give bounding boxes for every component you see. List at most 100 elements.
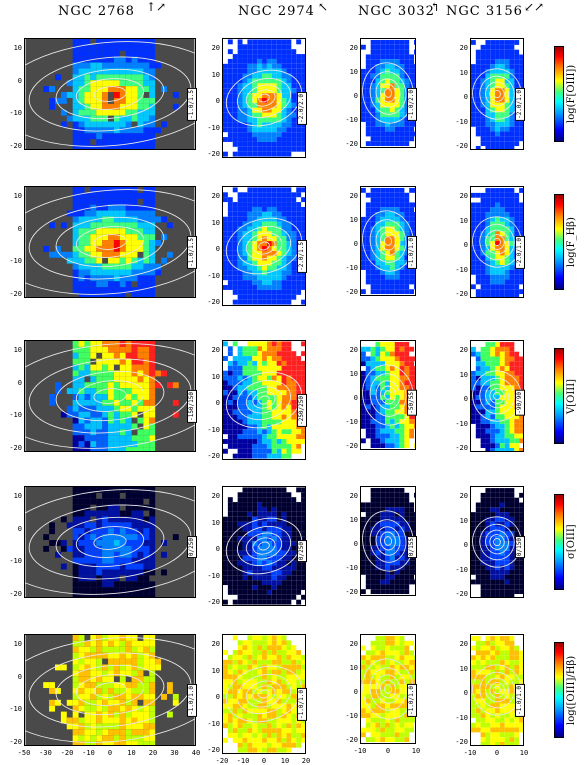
spaxel — [400, 507, 405, 512]
spaxel — [257, 197, 262, 202]
spaxel — [243, 64, 248, 69]
spaxel — [114, 287, 120, 293]
spaxel — [243, 285, 248, 290]
spaxel — [291, 142, 296, 147]
spaxel — [519, 212, 523, 217]
spaxel — [481, 255, 486, 260]
spaxel — [282, 434, 287, 439]
spaxel — [519, 136, 523, 141]
spaxel — [380, 580, 385, 585]
spaxel — [505, 488, 510, 493]
spaxel — [481, 59, 486, 64]
spaxel — [228, 551, 233, 556]
spaxel — [138, 193, 144, 199]
spaxel — [291, 546, 296, 551]
spaxel — [495, 270, 500, 275]
spaxel — [96, 51, 102, 57]
spaxel — [120, 581, 126, 587]
spaxel — [495, 531, 500, 536]
spaxel — [476, 59, 481, 64]
spaxel — [481, 270, 486, 275]
spaxel — [272, 575, 277, 580]
spaxel — [96, 45, 102, 51]
spaxel — [233, 600, 238, 605]
spaxel — [90, 493, 96, 499]
spaxel — [252, 74, 257, 79]
spaxel — [471, 207, 476, 212]
spaxel — [390, 434, 395, 439]
spaxel — [238, 580, 243, 585]
spaxel — [414, 74, 415, 79]
y-tick-label: 0 — [342, 240, 358, 248]
spaxel — [272, 434, 277, 439]
spaxel — [301, 207, 305, 212]
spaxel — [296, 192, 301, 197]
spaxel — [510, 395, 515, 400]
spaxel — [108, 706, 114, 712]
spaxel — [301, 497, 305, 502]
spaxel — [495, 584, 500, 589]
spaxel — [132, 712, 138, 718]
spaxel — [514, 212, 519, 217]
spaxel — [380, 275, 385, 280]
spaxel — [73, 264, 79, 270]
spaxel — [84, 641, 90, 647]
spaxel — [301, 512, 305, 517]
spaxel — [79, 110, 85, 116]
spaxel — [79, 139, 85, 145]
spaxel — [485, 136, 490, 141]
y-tick-label: -10 — [342, 418, 358, 426]
spaxel — [252, 420, 257, 425]
spaxel — [143, 388, 149, 394]
y-tick-label: -10 — [452, 266, 468, 274]
spaxel — [277, 295, 282, 300]
spaxel — [149, 92, 155, 98]
spaxel — [267, 266, 272, 271]
spaxel — [267, 152, 272, 157]
spaxel — [79, 516, 85, 522]
spaxel — [132, 647, 138, 653]
spaxel — [149, 51, 155, 57]
spaxel — [126, 546, 132, 552]
spaxel — [132, 406, 138, 412]
spaxel — [481, 55, 486, 60]
spaxel — [257, 366, 262, 371]
spaxel — [262, 439, 267, 444]
spaxel — [84, 287, 90, 293]
spaxel — [510, 366, 515, 371]
spaxel — [73, 406, 79, 412]
spaxel — [282, 93, 287, 98]
spaxel — [267, 74, 272, 79]
spaxel — [490, 55, 495, 60]
spaxel — [233, 256, 238, 261]
spaxel — [73, 664, 79, 670]
spaxel — [149, 264, 155, 270]
spaxel — [404, 434, 409, 439]
y-tick-label: 20 — [204, 44, 220, 52]
spaxel — [262, 566, 267, 571]
spaxel — [476, 429, 481, 434]
spaxel — [243, 497, 248, 502]
spaxel — [262, 385, 267, 390]
spaxel — [233, 217, 238, 222]
spaxel — [500, 507, 505, 512]
spaxel — [138, 145, 144, 149]
spaxel — [510, 443, 515, 448]
spaxel — [366, 98, 371, 103]
spaxel — [223, 385, 228, 390]
spaxel — [519, 275, 523, 280]
spaxel — [481, 136, 486, 141]
spaxel — [510, 265, 515, 270]
spaxel — [238, 231, 243, 236]
spaxel — [238, 83, 243, 88]
spaxel — [108, 365, 114, 371]
spaxel — [277, 551, 282, 556]
spaxel — [84, 86, 90, 92]
spaxel — [490, 361, 495, 366]
spaxel — [481, 536, 486, 541]
spaxel — [257, 280, 262, 285]
spaxel — [132, 347, 138, 353]
spaxel — [409, 59, 414, 64]
spaxel — [108, 570, 114, 576]
spaxel — [223, 531, 228, 536]
